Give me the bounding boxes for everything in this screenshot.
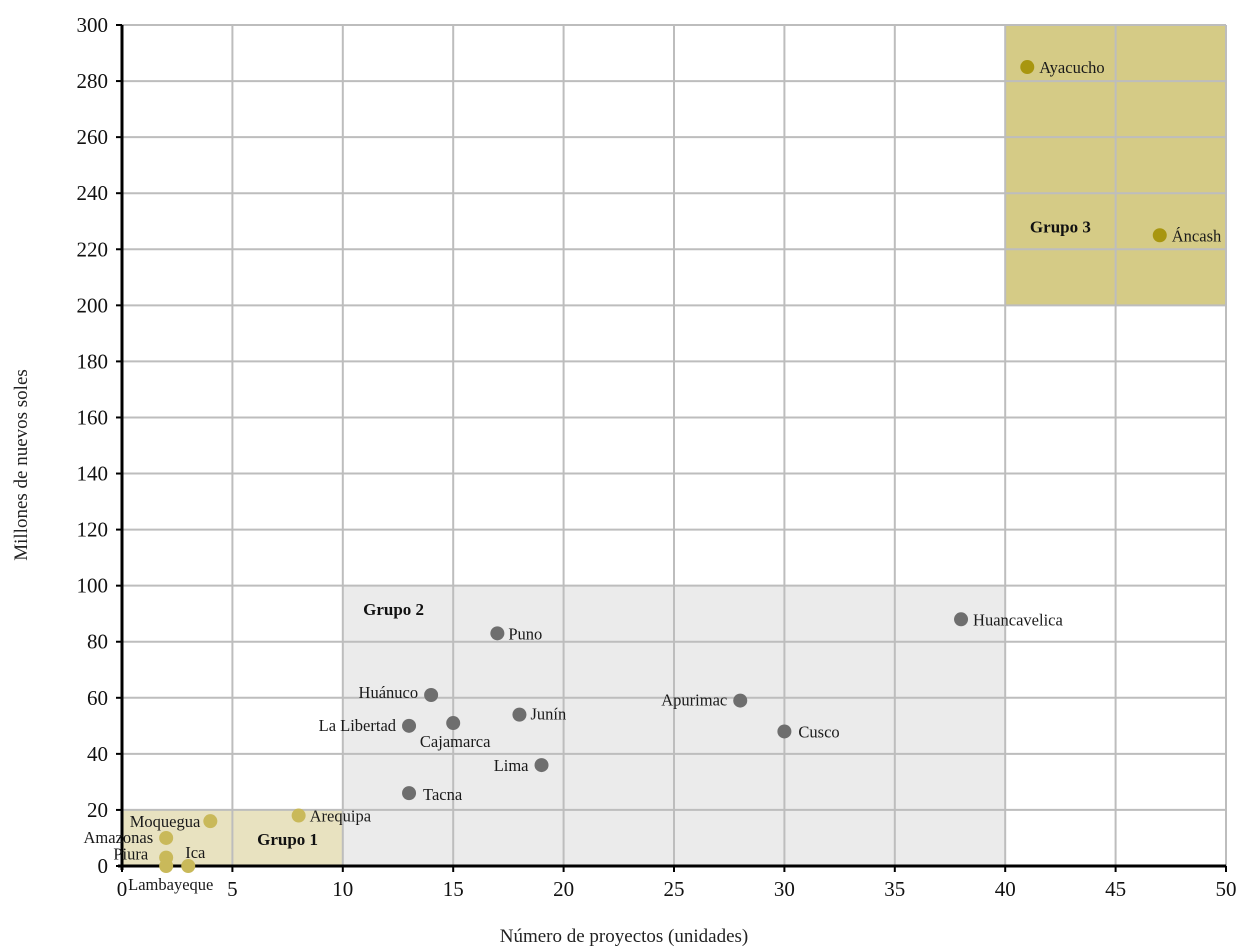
point-moquegua: [203, 814, 218, 829]
point-cusco: [777, 724, 792, 739]
point-label-junin: Junín: [530, 705, 566, 724]
point-tacna: [402, 786, 417, 801]
point-apurimac: [733, 693, 748, 708]
y-tick-label: 280: [77, 69, 109, 93]
point-lambayeque: [159, 859, 174, 873]
x-tick-label: 45: [1105, 877, 1126, 901]
point-amazonas: [159, 830, 174, 845]
y-tick-label: 20: [87, 798, 108, 822]
group-label-3: Grupo 3: [1030, 217, 1091, 236]
y-tick-label: 240: [77, 181, 109, 205]
point-ayacucho: [1020, 60, 1035, 75]
point-label-cusco: Cusco: [798, 722, 839, 741]
x-tick-label: 50: [1216, 877, 1237, 901]
y-tick-label: 60: [87, 686, 108, 710]
group-label-1: Grupo 1: [257, 830, 318, 849]
group-label-2: Grupo 2: [363, 600, 424, 619]
point-huanuco: [424, 687, 439, 702]
point-ancash: [1152, 228, 1167, 243]
x-tick-label: 30: [774, 877, 795, 901]
point-lima: [534, 758, 549, 773]
x-tick-label: 15: [443, 877, 464, 901]
point-ica: [181, 859, 196, 873]
x-tick-label: 25: [664, 877, 685, 901]
point-label-puno: Puno: [508, 624, 542, 643]
point-arequipa: [291, 808, 306, 823]
point-la-libertad: [402, 718, 417, 733]
y-tick-label: 140: [77, 462, 109, 486]
x-tick-label: 5: [227, 877, 238, 901]
x-tick-label: 0: [117, 877, 128, 901]
point-puno: [490, 626, 505, 641]
y-tick-label: 220: [77, 237, 109, 261]
point-label-moquegua: Moquegua: [130, 812, 201, 831]
point-label-ayacucho: Ayacucho: [1039, 58, 1104, 77]
point-label-huancavelica: Huancavelica: [973, 610, 1063, 629]
y-axis-title: Millones de nuevos soles: [11, 369, 32, 561]
point-label-la-libertad: La Libertad: [319, 716, 397, 735]
y-tick-label: 40: [87, 742, 108, 766]
point-label-lambayeque: Lambayeque: [128, 875, 213, 894]
point-label-cajamarca: Cajamarca: [420, 732, 491, 751]
point-label-ancash: Áncash: [1172, 226, 1222, 245]
x-tick-label: 20: [553, 877, 574, 901]
x-tick-label: 35: [884, 877, 905, 901]
y-tick-label: 300: [77, 13, 109, 37]
point-label-lima: Lima: [494, 756, 529, 775]
point-label-piura: Piura: [113, 845, 149, 864]
point-label-huanuco: Huánuco: [359, 683, 419, 702]
x-axis-title: Número de proyectos (unidades): [500, 926, 749, 947]
y-tick-label: 180: [77, 349, 109, 373]
point-label-ica: Ica: [185, 843, 206, 862]
y-tick-label: 0: [98, 854, 109, 878]
x-tick-label: 40: [995, 877, 1016, 901]
point-label-arequipa: Arequipa: [310, 807, 372, 826]
y-tick-label: 260: [77, 125, 109, 149]
y-tick-label: 120: [77, 518, 109, 542]
point-label-apurimac: Apurimac: [661, 691, 727, 710]
x-tick-label: 10: [332, 877, 353, 901]
y-tick-label: 160: [77, 405, 109, 429]
y-tick-label: 200: [77, 293, 109, 317]
y-tick-label: 80: [87, 630, 108, 654]
y-tick-label: 100: [77, 574, 109, 598]
point-huancavelica: [954, 612, 969, 627]
point-cajamarca: [446, 716, 461, 731]
point-junin: [512, 707, 527, 722]
point-label-tacna: Tacna: [423, 785, 463, 804]
point-label-amazonas: Amazonas: [84, 828, 154, 847]
